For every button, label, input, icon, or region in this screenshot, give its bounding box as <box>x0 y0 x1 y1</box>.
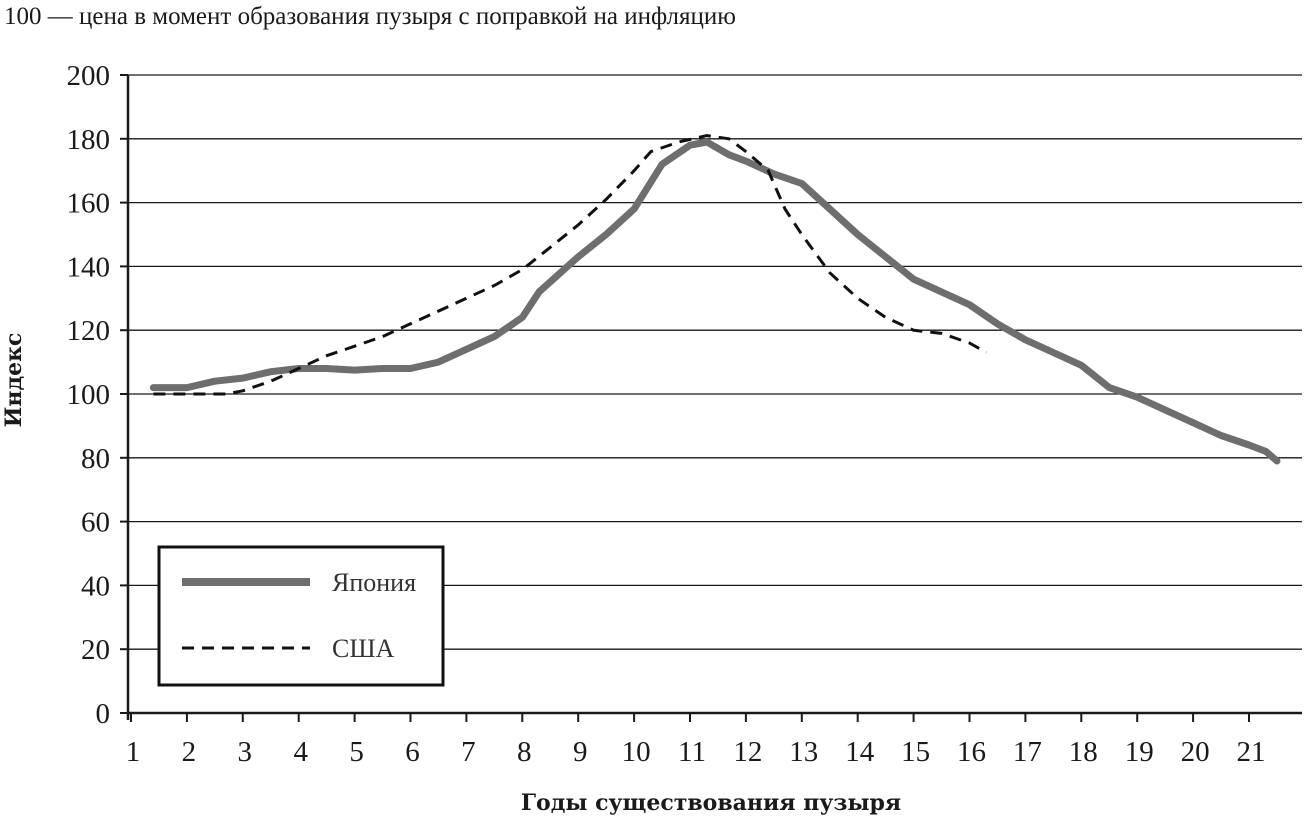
x-tick-label: 3 <box>238 736 253 768</box>
x-tick-label: 15 <box>901 736 930 768</box>
x-tick-label: 11 <box>678 736 706 768</box>
y-tick-label: 40 <box>81 570 110 602</box>
y-tick-label: 100 <box>67 379 111 411</box>
y-tick-label: 120 <box>67 315 111 347</box>
x-tick-label: 7 <box>461 736 476 768</box>
legend: Япония США <box>157 545 445 687</box>
legend-label-usa: США <box>332 634 395 663</box>
x-tick-label: 10 <box>622 736 651 768</box>
x-tick-label: 12 <box>733 736 762 768</box>
y-tick-label: 20 <box>81 634 110 666</box>
series-line-usa <box>153 134 988 396</box>
x-tick-label: 18 <box>1069 736 1098 768</box>
y-axis-ticks: 0 20 40 60 80 100 120 140 160 180 200 <box>67 60 128 730</box>
x-tick-label: 13 <box>789 736 818 768</box>
x-tick-label: 4 <box>293 736 308 768</box>
x-tick-label: 20 <box>1181 736 1210 768</box>
x-tick-label: 1 <box>126 736 141 768</box>
x-tick-label: 2 <box>182 736 197 768</box>
y-tick-label: 200 <box>67 60 111 92</box>
x-tick-label: 8 <box>517 736 532 768</box>
y-tick-label: 180 <box>67 124 111 156</box>
chart-subtitle: 100 — цена в момент образования пузыря с… <box>4 3 736 30</box>
x-tick-label: 16 <box>957 736 986 768</box>
x-tick-label: 6 <box>405 736 420 768</box>
x-tick-label: 19 <box>1125 736 1154 768</box>
y-axis-label: Индекс <box>1 333 27 428</box>
series-line-japan <box>149 138 1281 465</box>
y-tick-label: 140 <box>67 251 111 283</box>
y-tick-label: 80 <box>81 443 110 475</box>
legend-box <box>157 545 445 687</box>
x-tick-label: 5 <box>349 736 364 768</box>
y-tick-label: 0 <box>96 698 111 730</box>
legend-label-japan: Япония <box>332 568 416 597</box>
x-tick-label: 14 <box>845 736 875 768</box>
y-tick-label: 160 <box>67 188 111 220</box>
series-lines <box>149 134 1281 465</box>
x-tick-label: 9 <box>573 736 588 768</box>
x-tick-label: 21 <box>1237 736 1266 768</box>
x-axis-ticks: 1 2 3 4 5 6 7 8 9 10 11 12 13 14 15 16 17 18 19 20 21 <box>126 713 1266 768</box>
y-tick-label: 60 <box>81 507 110 539</box>
x-tick-label: 17 <box>1013 736 1042 768</box>
x-axis-label: Годы существования пузыря <box>521 790 901 816</box>
